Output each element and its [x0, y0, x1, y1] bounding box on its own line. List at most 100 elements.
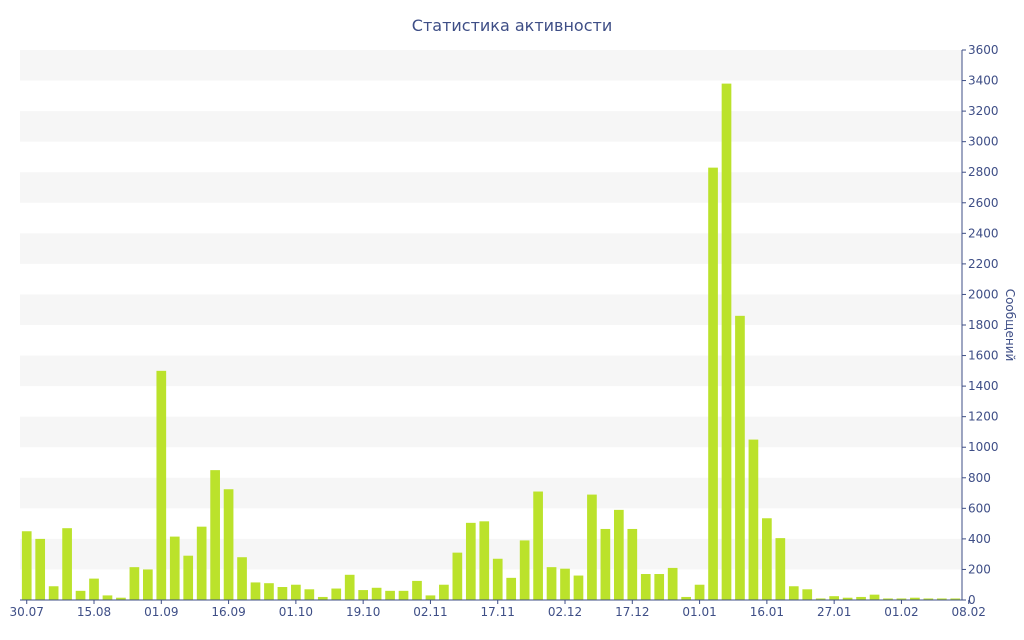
- bar: [627, 528, 638, 600]
- bar: [277, 587, 288, 600]
- bar: [842, 597, 853, 600]
- bar: [667, 567, 678, 600]
- chart-title: Статистика активности: [412, 16, 612, 35]
- grid-band: [20, 172, 962, 203]
- bar: [910, 597, 920, 600]
- bar: [815, 598, 826, 600]
- bar: [371, 587, 382, 600]
- bar: [748, 439, 759, 600]
- bar: [492, 558, 503, 600]
- grid-band: [20, 355, 962, 387]
- grid-bands: [20, 50, 962, 570]
- bar: [573, 575, 584, 600]
- bar: [802, 589, 813, 600]
- grid-band: [20, 477, 962, 509]
- bar: [506, 577, 517, 600]
- bar: [587, 494, 597, 600]
- x-tick-label: 01.01: [682, 605, 716, 619]
- grid-band: [20, 111, 962, 142]
- bar: [923, 598, 934, 600]
- bar: [116, 597, 126, 600]
- bar: [452, 552, 463, 600]
- bar: [412, 580, 422, 600]
- bar: [788, 586, 799, 600]
- bar: [317, 596, 328, 600]
- y-tick-label: 1600: [968, 349, 999, 363]
- y-tick-label: 800: [968, 471, 991, 485]
- bar: [75, 590, 86, 600]
- y-tick-label: 2600: [968, 196, 999, 210]
- bar: [385, 590, 395, 600]
- bar: [708, 167, 718, 600]
- bar: [762, 518, 772, 600]
- bar: [735, 315, 745, 600]
- bar: [694, 584, 705, 600]
- grid-band: [20, 416, 962, 448]
- x-tick-label: 17.12: [615, 605, 649, 619]
- bar: [560, 568, 570, 600]
- x-tick-label: 01.09: [144, 605, 178, 619]
- grid-band: [20, 233, 962, 264]
- bar: [48, 586, 59, 600]
- x-tick-label: 16.01: [750, 605, 784, 619]
- bar: [519, 540, 530, 600]
- bar: [237, 557, 247, 600]
- y-axis: 0 200 400 600 800 1000 1200 1400 1600 1800 2000 220…: [961, 43, 999, 607]
- y-tick-label: 200: [968, 562, 991, 576]
- bar: [775, 538, 786, 600]
- x-axis: 30.07 15.08 01.09 16.09 01.10 19.10 02.11 17.11…: [10, 599, 986, 619]
- bar: [331, 588, 342, 600]
- y-tick-label: 2800: [968, 165, 999, 179]
- bar: [142, 569, 153, 600]
- bar: [196, 526, 207, 600]
- x-tick-label: 19.10: [346, 605, 380, 619]
- y-axis-label: Сообщений: [1003, 289, 1017, 362]
- grid-band: [20, 50, 962, 81]
- y-tick-label: 2000: [968, 287, 999, 301]
- y-tick-label: 3600: [968, 43, 999, 57]
- bar: [721, 83, 732, 601]
- y-tick-label: 3400: [968, 74, 999, 88]
- bar: [654, 574, 665, 600]
- bar: [950, 598, 961, 600]
- y-tick-label: 1400: [968, 379, 999, 393]
- bar: [291, 584, 301, 600]
- bar: [398, 590, 409, 600]
- y-tick-label: 3000: [968, 135, 999, 149]
- bar: [264, 583, 274, 600]
- x-tick-label: 01.10: [279, 605, 313, 619]
- y-tick-label: 2400: [968, 226, 999, 240]
- bar: [439, 584, 449, 600]
- bar: [344, 574, 355, 600]
- bar: [304, 589, 315, 600]
- x-tick-label: 02.12: [548, 605, 582, 619]
- bar-series: [21, 83, 961, 601]
- bar: [35, 538, 46, 600]
- x-tick-label: 27.01: [817, 605, 851, 619]
- y-tick-label: 1200: [968, 410, 999, 424]
- y-tick-label: 400: [968, 532, 991, 546]
- bar: [465, 522, 476, 600]
- bar: [936, 598, 947, 600]
- bar: [129, 567, 140, 600]
- bar: [883, 598, 893, 600]
- bar: [183, 555, 194, 600]
- y-tick-label: 600: [968, 501, 991, 515]
- y-tick-label: 2200: [968, 257, 999, 271]
- bar: [102, 595, 113, 600]
- bar: [681, 596, 691, 600]
- bar: [156, 370, 167, 600]
- grid-band: [20, 294, 962, 325]
- bar: [640, 574, 651, 600]
- bar: [62, 528, 72, 600]
- bar: [223, 489, 234, 600]
- bar: [21, 531, 32, 600]
- bar: [169, 536, 180, 600]
- bar: [533, 491, 543, 600]
- bar: [425, 595, 436, 600]
- bar: [829, 596, 840, 600]
- x-tick-label: 08.02: [952, 605, 986, 619]
- bar: [546, 567, 557, 600]
- x-tick-label: 17.11: [481, 605, 515, 619]
